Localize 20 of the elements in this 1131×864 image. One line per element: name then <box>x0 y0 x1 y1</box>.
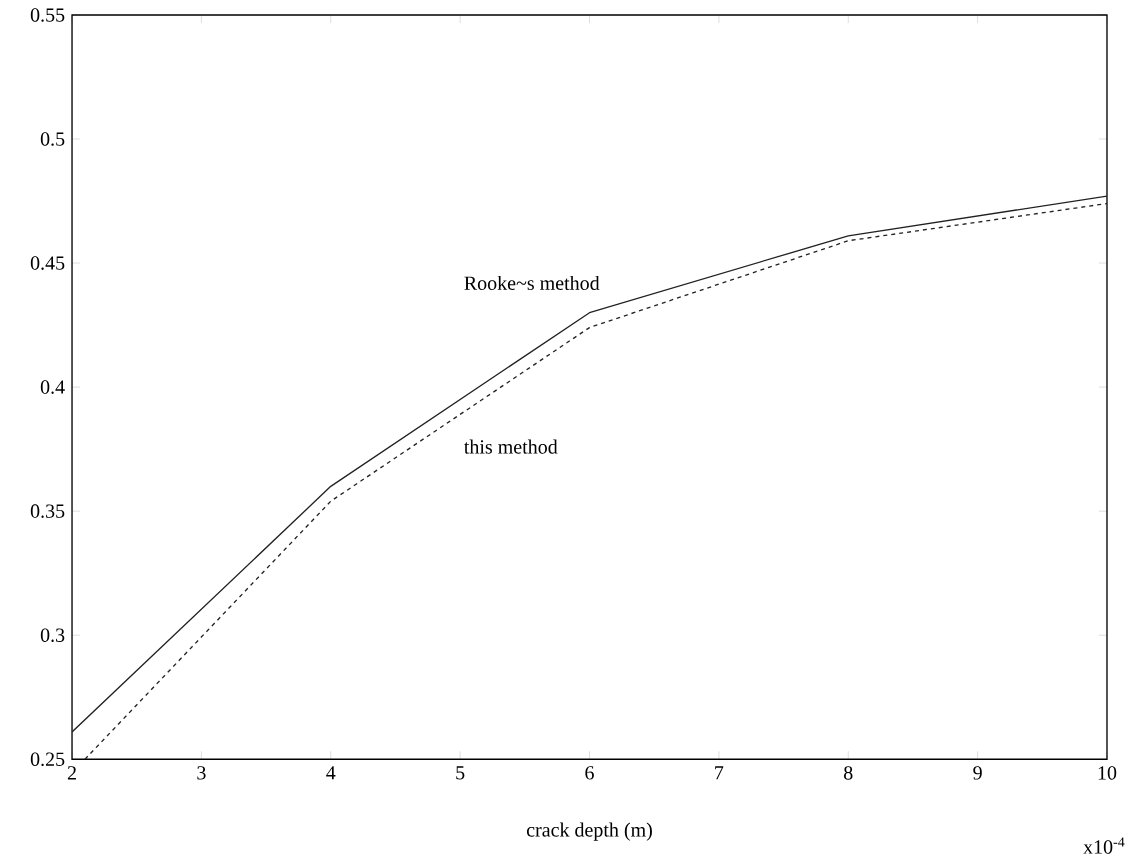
x-tick-label: 4 <box>326 766 336 780</box>
y-tick-label: 0.25 <box>30 752 65 766</box>
y-tick-label: 0.5 <box>40 132 65 146</box>
y-tick-label: 0.4 <box>40 380 65 394</box>
y-tick-label: 0.35 <box>30 504 65 518</box>
x-tick-label: 6 <box>585 766 594 780</box>
annotation: Rooke~s method <box>464 275 600 290</box>
annotation: this method <box>464 439 558 454</box>
x-axis-title: crack depth (m) <box>526 822 652 841</box>
y-tick-label: 0.55 <box>30 8 65 22</box>
x-tick-label: 8 <box>844 766 853 780</box>
x-tick-label: 3 <box>197 766 206 780</box>
x-tick-label: 9 <box>973 766 982 780</box>
x-tick-label: 10 <box>1098 766 1117 780</box>
text: x10$^{-4}$ <box>1083 837 1125 854</box>
y-tick-label: 0.3 <box>40 628 65 642</box>
x-tick-label: 2 <box>67 766 76 780</box>
y-tick-label: 0.45 <box>30 256 65 270</box>
x-tick-label: 7 <box>715 766 724 780</box>
x-tick-label: 5 <box>456 766 465 780</box>
